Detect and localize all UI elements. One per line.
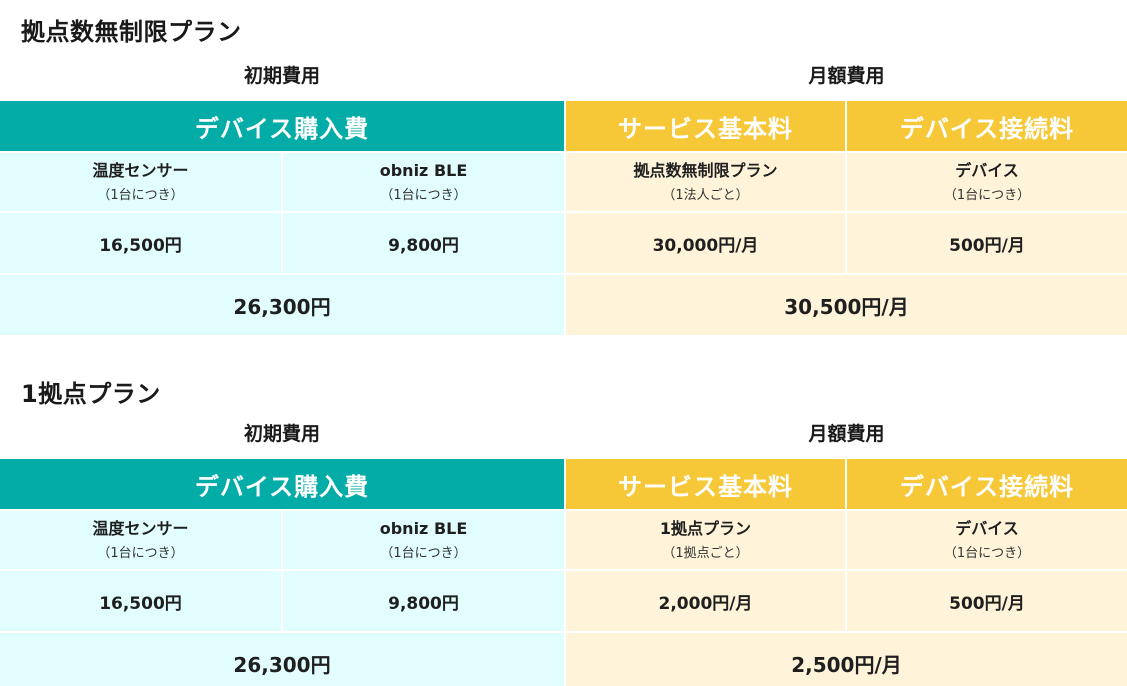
- initial-cost-caption: 初期費用: [243, 65, 320, 87]
- item-name: デバイス: [955, 518, 1019, 538]
- monthly-total: 2,500円/月: [566, 633, 1127, 686]
- item-price: 500円/月: [847, 571, 1127, 631]
- item-label-cell: 温度センサー （1台につき）: [0, 511, 281, 569]
- item-label-cell: obniz BLE （1台につき）: [283, 153, 564, 211]
- item-name: obniz BLE: [379, 518, 468, 538]
- service-fee-header: サービス基本料: [566, 459, 845, 509]
- device-connection-header: デバイス接続料: [847, 459, 1127, 509]
- item-label-cell: obniz BLE （1台につき）: [283, 511, 564, 569]
- monthly-cost-caption: 月額費用: [808, 65, 885, 87]
- item-price: 2,000円/月: [566, 571, 845, 631]
- item-label-cell: 1拠点プラン （1拠点ごと）: [566, 511, 845, 569]
- monthly-total: 30,500円/月: [566, 275, 1127, 335]
- item-label-cell: 温度センサー （1台につき）: [0, 153, 281, 211]
- item-unit: （1拠点ごと）: [662, 545, 749, 561]
- item-unit: （1台につき）: [97, 545, 184, 561]
- item-unit: （1台につき）: [380, 187, 467, 203]
- device-connection-header: デバイス接続料: [847, 101, 1127, 151]
- item-price: 9,800円: [283, 571, 564, 631]
- item-name: obniz BLE: [379, 160, 468, 180]
- item-price: 500円/月: [847, 213, 1127, 273]
- initial-cost-caption: 初期費用: [243, 423, 320, 445]
- item-price: 9,800円: [283, 213, 564, 273]
- pricing-table: 初期費用 月額費用 デバイス購入費 サービス基本料 デバイス接続料 温度センサー…: [0, 418, 1127, 686]
- monthly-cost-caption: 月額費用: [808, 423, 885, 445]
- initial-total: 26,300円: [0, 275, 564, 335]
- item-unit: （1台につき）: [943, 545, 1031, 561]
- item-label-cell: 拠点数無制限プラン （1法人ごと）: [566, 153, 845, 211]
- pricing-table: 初期費用 月額費用 デバイス購入費 サービス基本料 デバイス接続料 温度センサー…: [0, 60, 1127, 335]
- item-name: 温度センサー: [92, 518, 189, 538]
- item-name: デバイス: [955, 160, 1019, 180]
- plan-title: 拠点数無制限プラン: [21, 18, 242, 46]
- item-label-cell: デバイス （1台につき）: [847, 153, 1127, 211]
- device-purchase-header: デバイス購入費: [0, 101, 564, 151]
- item-name: 拠点数無制限プラン: [633, 160, 778, 180]
- item-price: 30,000円/月: [566, 213, 845, 273]
- item-label-cell: デバイス （1台につき）: [847, 511, 1127, 569]
- item-price: 16,500円: [0, 213, 281, 273]
- item-unit: （1台につき）: [97, 187, 184, 203]
- item-name: 1拠点プラン: [659, 518, 752, 538]
- plan-title: 1拠点プラン: [21, 380, 161, 408]
- item-unit: （1台につき）: [380, 545, 467, 561]
- device-purchase-header: デバイス購入費: [0, 459, 564, 509]
- item-unit: （1法人ごと）: [662, 187, 749, 203]
- item-name: 温度センサー: [92, 160, 189, 180]
- item-unit: （1台につき）: [943, 187, 1031, 203]
- initial-total: 26,300円: [0, 633, 564, 686]
- service-fee-header: サービス基本料: [566, 101, 845, 151]
- item-price: 16,500円: [0, 571, 281, 631]
